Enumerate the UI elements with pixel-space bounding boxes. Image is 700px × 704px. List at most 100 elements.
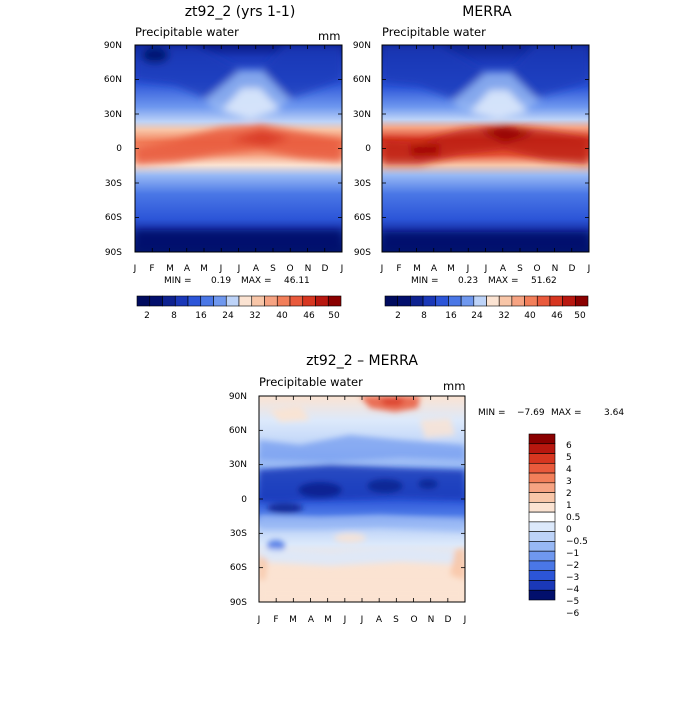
x-tick-label: M — [166, 264, 174, 274]
x-tick-label: O — [410, 615, 417, 625]
colorbar-cell — [528, 443, 556, 454]
min-value: −7.69 — [517, 408, 545, 418]
colorbar-tick-label: −4 — [566, 585, 580, 595]
colorbar-cell — [486, 295, 500, 307]
axis-ticks — [258, 395, 466, 603]
colorbar-cell — [238, 295, 253, 307]
x-tick-label: S — [517, 264, 523, 274]
panel-bottom: zt92_2 – MERRA Precipitable water mm — [229, 353, 625, 625]
y-tick-label: 0 — [241, 495, 247, 505]
x-tick-label: J — [587, 264, 591, 274]
colorbar-cell — [435, 295, 449, 307]
x-tick-label: J — [380, 264, 384, 274]
max-label: MAX = — [551, 408, 582, 418]
y-tick-label: 90N — [229, 392, 247, 402]
x-tick-label: M — [200, 264, 208, 274]
colorbar-cell — [528, 560, 556, 572]
colorbar-top-right: 2 8 16 24 32 40 46 50 — [384, 295, 589, 321]
colorbar-cell — [528, 531, 556, 542]
colorbar-cell — [187, 295, 202, 307]
colorbar-cell — [213, 295, 227, 307]
variable-name: Precipitable water — [382, 25, 486, 39]
units-label: mm — [443, 379, 465, 393]
colorbar-tick-label: 3 — [566, 477, 572, 487]
y-tick-label: 30S — [354, 179, 371, 189]
colorbar-tick-label: −5 — [566, 597, 579, 607]
variable-name: Precipitable water — [135, 25, 239, 39]
x-tick-label: J — [340, 264, 344, 274]
colorbar-tick-label: 8 — [171, 311, 177, 321]
y-tick-label: 90S — [230, 598, 247, 608]
colorbar-tick-label: −1 — [566, 549, 579, 559]
panel-top-right: MERRA Precipitable water 90N 60N 30N 0 3… — [353, 4, 591, 321]
min-label: MIN = — [411, 276, 439, 286]
colorbar-tick-label: −0.5 — [566, 537, 588, 547]
x-tick-label: J — [484, 264, 488, 274]
colorbar-cell — [264, 295, 278, 307]
x-tick-label: N — [428, 615, 435, 625]
colorbar-tick-label: 40 — [276, 311, 288, 321]
colorbar-cell — [162, 295, 176, 307]
x-tick-label: A — [431, 264, 438, 274]
colorbar-cell — [528, 521, 556, 532]
x-tick-label: F — [396, 264, 401, 274]
colorbar-cell — [536, 295, 551, 307]
colorbar-top-left: 2 8 16 24 32 40 46 50 — [136, 295, 342, 321]
heatmap-field — [259, 396, 465, 602]
x-tick-label: M — [289, 615, 297, 625]
colorbar-tick-label: 2 — [566, 489, 572, 499]
colorbar-tick-label: 8 — [421, 311, 427, 321]
colorbar-cell — [524, 295, 538, 307]
x-tick-label: A — [308, 615, 315, 625]
max-label: MAX = — [241, 276, 272, 286]
colorbar-cell — [448, 295, 462, 307]
y-tick-label: 90S — [354, 248, 371, 258]
colorbar-cell — [225, 295, 240, 307]
y-tick-label: 90N — [104, 41, 122, 51]
colorbar-cell — [315, 295, 329, 307]
x-tick-label: D — [445, 615, 452, 625]
colorbar-tick-label: 46 — [551, 311, 563, 321]
x-tick-label: J — [257, 615, 261, 625]
colorbar-cell — [528, 570, 556, 581]
y-tick-label: 30N — [229, 460, 247, 470]
heatmap-field — [382, 45, 589, 252]
colorbar-tick-label: 32 — [498, 311, 509, 321]
axis-ticks — [381, 44, 590, 253]
x-tick-label: J — [360, 615, 364, 625]
colorbar-tick-label: 0.5 — [566, 513, 580, 523]
colorbar-cell — [511, 295, 525, 307]
colorbar-cell — [528, 482, 556, 493]
x-tick-label: M — [413, 264, 421, 274]
x-tick-label: J — [466, 264, 470, 274]
x-tick-label: O — [286, 264, 293, 274]
x-axis: J F M A M J J A S O N D J — [380, 264, 591, 274]
colorbar-cell — [251, 295, 265, 307]
max-value: 3.64 — [604, 408, 624, 418]
panel-title: zt92_2 – MERRA — [306, 353, 418, 369]
colorbar-cell — [327, 295, 342, 307]
colorbar-cell — [384, 295, 398, 307]
colorbar-cell — [460, 295, 475, 307]
colorbar-cell — [397, 295, 411, 307]
colorbar-tick-label: 40 — [524, 311, 536, 321]
colorbar-cell — [473, 295, 487, 307]
colorbar-cell — [528, 502, 556, 513]
x-axis: J F M A M J J A S O N D J — [257, 615, 467, 625]
y-tick-label: 60S — [105, 213, 122, 223]
max-value: 46.11 — [284, 276, 310, 286]
min-max-label: MIN = −7.69 MAX = 3.64 — [478, 408, 624, 418]
max-label: MAX = — [488, 276, 519, 286]
x-tick-label: S — [270, 264, 276, 274]
colorbar-tick-label: −3 — [566, 573, 579, 583]
colorbar-cell — [174, 295, 189, 307]
x-tick-label: M — [324, 615, 332, 625]
colorbar-cell — [422, 295, 437, 307]
x-tick-label: N — [552, 264, 559, 274]
x-tick-label: J — [343, 615, 347, 625]
y-axis: 90N 60N 30N 0 30S 60S 90S — [229, 392, 247, 608]
y-tick-label: 60S — [230, 563, 247, 573]
colorbar-cell — [528, 589, 556, 601]
y-tick-label: 30S — [105, 179, 122, 189]
